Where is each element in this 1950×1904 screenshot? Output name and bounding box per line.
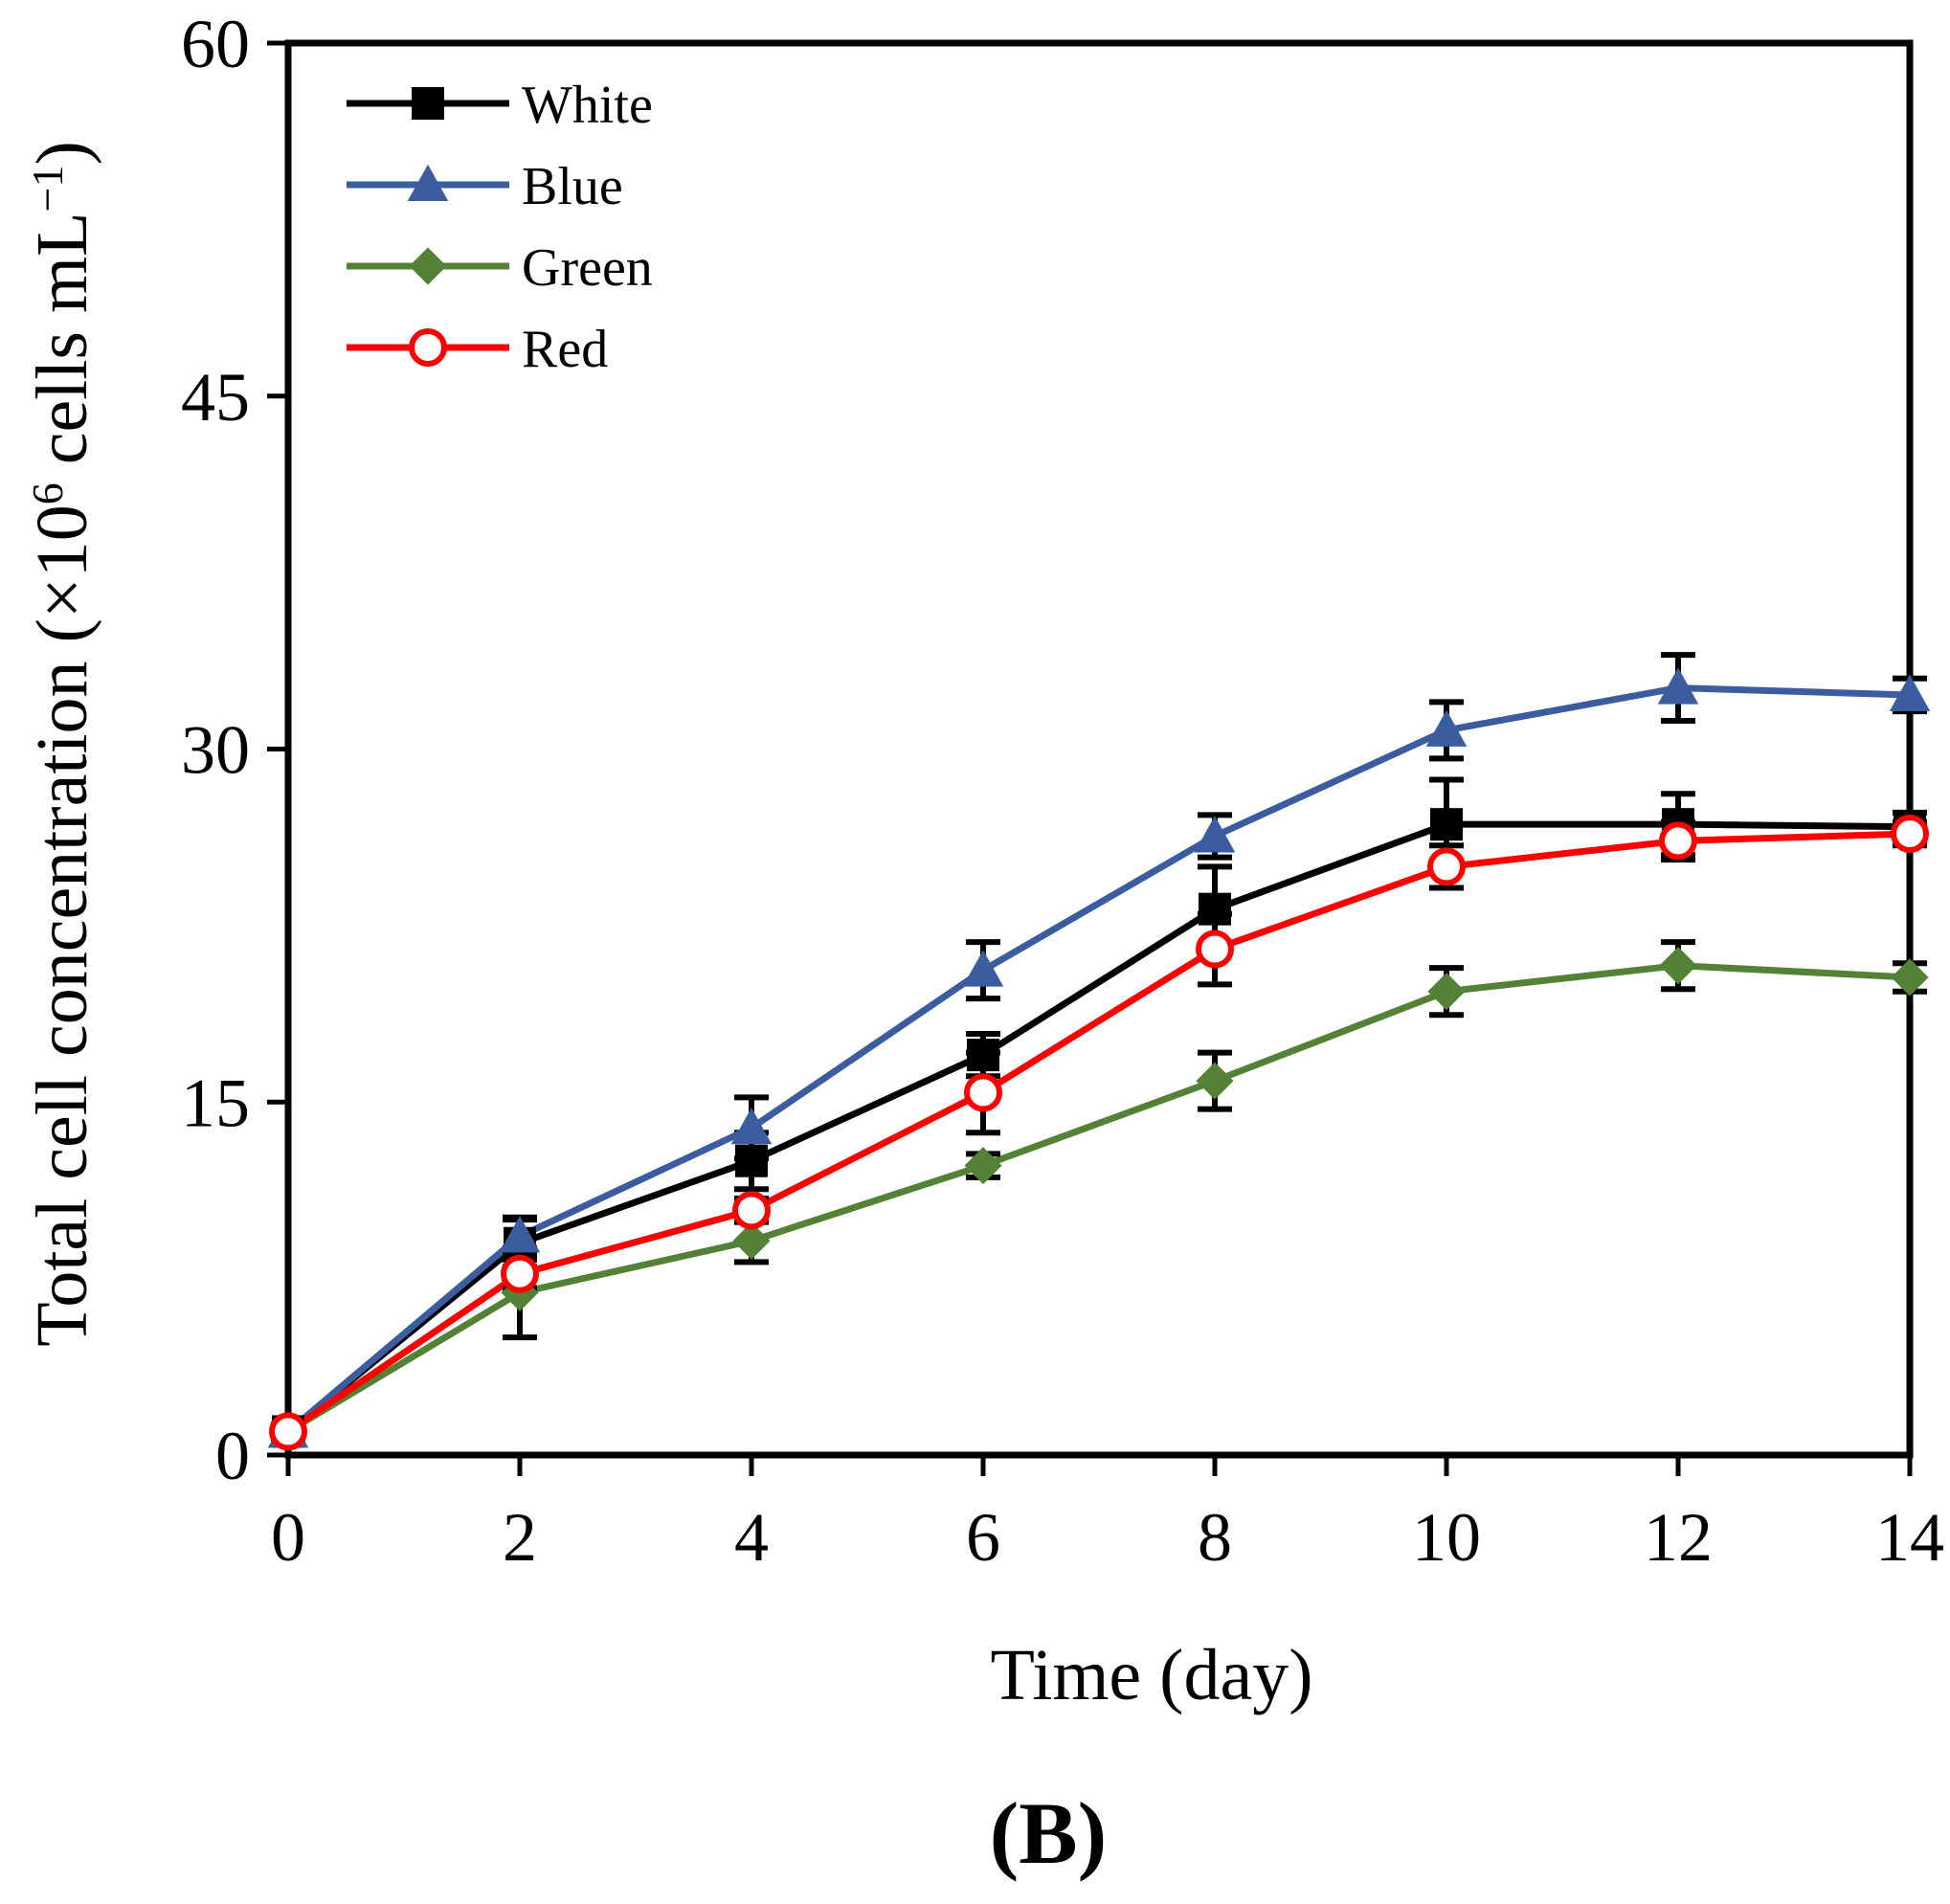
legend-label-blue: Blue — [522, 157, 623, 216]
x-axis-title: Time (day) — [990, 1635, 1312, 1715]
series-red-point — [1891, 815, 1929, 853]
y-axis-title-middle: cells mL — [22, 212, 102, 482]
series-green-point — [1427, 973, 1466, 1011]
y-axis-title: Total cell concentration (×106 cells mL−… — [22, 141, 102, 1347]
series-blue-point — [1889, 674, 1931, 711]
legend-item-white: White — [347, 76, 653, 135]
x-tick-label: 12 — [1644, 1499, 1713, 1576]
y-axis-title-exponent: 6 — [23, 482, 72, 504]
series-blue-point — [499, 1216, 541, 1253]
legend-label-red: Red — [522, 320, 608, 379]
x-tick-label: 4 — [734, 1499, 769, 1576]
series-green-point — [1196, 1062, 1234, 1100]
legend-marker-red — [409, 328, 447, 367]
series-green-point — [732, 1221, 771, 1260]
series-red-point — [501, 1254, 539, 1293]
x-tick-label: 8 — [1198, 1499, 1232, 1576]
y-axis-title-suffix: ) — [22, 141, 102, 165]
series-red-point — [1427, 847, 1466, 886]
legend-item-red: Red — [347, 320, 608, 379]
series-white-point — [1199, 892, 1231, 926]
series-red-point — [1196, 930, 1234, 969]
series-blue-point — [1657, 667, 1699, 705]
y-axis-title-prefix: Total cell concentration (×10 — [22, 504, 102, 1347]
series-blue-line — [285, 684, 1911, 1435]
x-tick-label: 2 — [503, 1499, 537, 1576]
series-white-line — [285, 820, 1911, 1435]
legend-marker-green — [409, 247, 447, 285]
legend-item-blue: Blue — [347, 157, 623, 216]
y-tick-label: 60 — [181, 6, 250, 82]
legend-label-white: White — [522, 76, 653, 135]
y-tick-label: 30 — [181, 712, 250, 789]
legend-item-green: Green — [347, 238, 653, 298]
series-red-point — [732, 1191, 771, 1230]
series-blue-point — [962, 950, 1004, 987]
series-red-point — [1659, 821, 1697, 861]
series-white-point — [967, 1039, 999, 1072]
legend-label-green: Green — [522, 238, 653, 298]
x-tick-label: 14 — [1875, 1499, 1944, 1576]
series-red-line — [286, 830, 1911, 1435]
series-blue-point — [1194, 816, 1236, 853]
x-axis: 0 2 4 6 8 10 12 14 — [271, 1455, 1944, 1576]
series-green-line — [286, 962, 1911, 1435]
y-axis: 0 15 30 45 60 — [181, 6, 288, 1494]
x-tick-label: 10 — [1412, 1499, 1481, 1576]
series-white-point — [1430, 808, 1463, 841]
series-blue-point — [1425, 709, 1468, 747]
panel-label: (B) — [990, 1784, 1108, 1882]
series-red-points — [269, 815, 1929, 1451]
legend-marker-blue — [407, 164, 449, 201]
y-tick-label: 45 — [181, 359, 250, 436]
y-tick-label: 0 — [215, 1418, 250, 1494]
y-tick-label: 15 — [181, 1064, 250, 1141]
series-green-point — [964, 1147, 1002, 1185]
series-green-point — [1891, 958, 1929, 997]
series-white-point — [735, 1144, 768, 1177]
series-green-point — [1659, 947, 1697, 985]
y-axis-title-exponent-2: −1 — [23, 166, 72, 213]
series-red-point — [269, 1412, 307, 1451]
legend-marker-white — [412, 87, 444, 120]
series-blue-point — [730, 1108, 773, 1145]
series-red-point — [964, 1073, 1002, 1112]
x-tick-label: 0 — [271, 1499, 305, 1576]
legend: White Blue Green Red — [347, 76, 653, 379]
series-layer — [267, 652, 1931, 1451]
x-tick-label: 6 — [966, 1499, 1000, 1576]
